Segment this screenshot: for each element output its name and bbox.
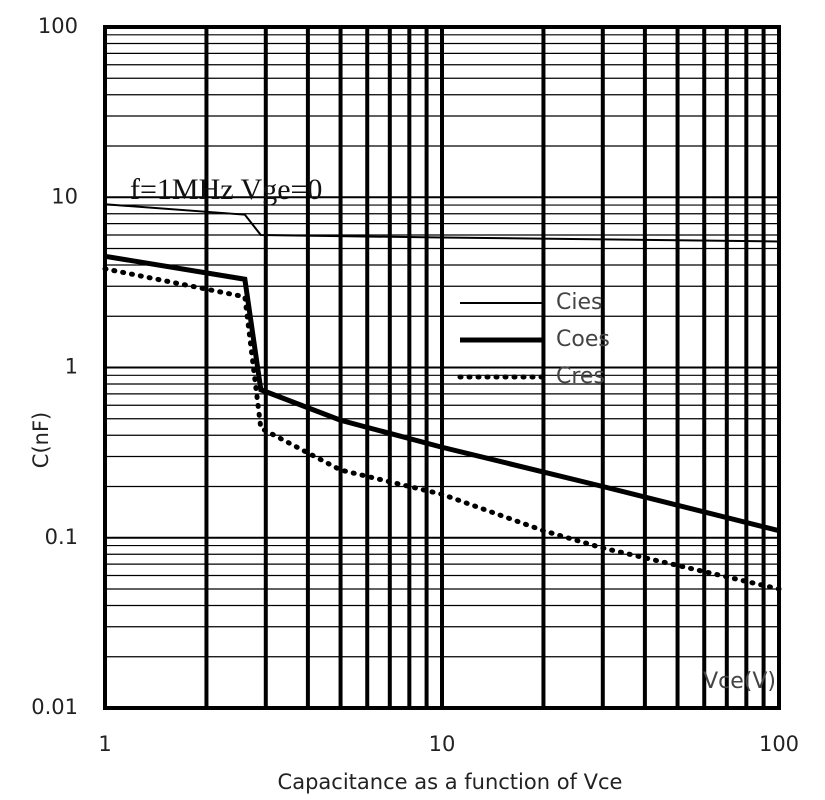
legend-label: Cies bbox=[556, 290, 602, 315]
legend-label: Cres bbox=[556, 364, 605, 389]
y-tick-label: 0.1 bbox=[45, 525, 78, 549]
y-tick-label: 10 bbox=[51, 184, 78, 208]
plot-frame bbox=[103, 25, 781, 710]
series-line bbox=[102, 266, 782, 592]
y-tick-label: 100 bbox=[38, 14, 78, 38]
series-line bbox=[104, 203, 780, 243]
chart-title: Capacitance as a function of Vce bbox=[278, 770, 623, 794]
annotation: f=1MHz Vge=0 bbox=[130, 173, 322, 206]
annotation: Vce(V) bbox=[703, 669, 776, 694]
x-tick-label: 1 bbox=[98, 732, 111, 756]
legend-label: Coes bbox=[556, 327, 610, 352]
y-tick-label: 1 bbox=[65, 355, 78, 379]
series-line bbox=[104, 253, 780, 534]
x-tick-label: 10 bbox=[429, 732, 456, 756]
x-tick-label: 100 bbox=[759, 732, 799, 756]
y-axis-label: C(nF) bbox=[29, 412, 53, 468]
y-tick-label: 0.01 bbox=[31, 695, 78, 719]
